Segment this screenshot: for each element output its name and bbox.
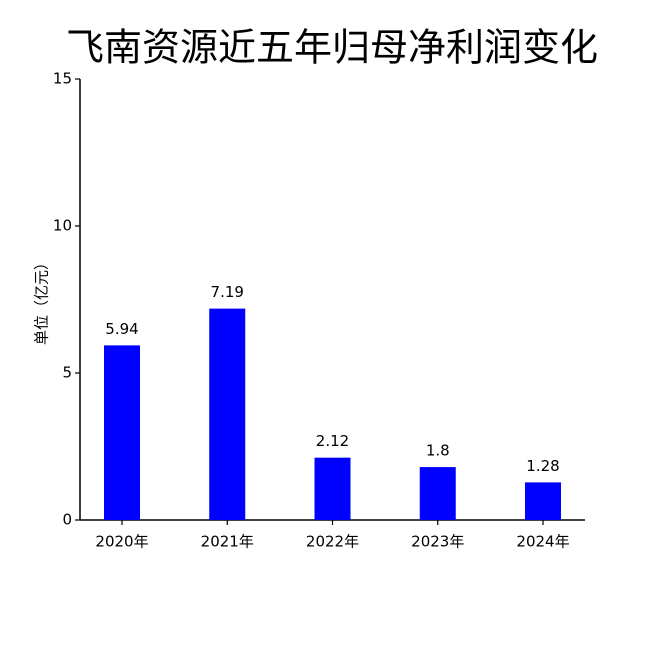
chart-title: 飞南资源近五年归母净利润变化 xyxy=(66,26,598,70)
value-label: 7.19 xyxy=(211,283,244,301)
x-tick-label: 2021年 xyxy=(201,533,254,551)
x-tick-label: 2023年 xyxy=(411,533,464,551)
x-tick-label: 2024年 xyxy=(516,533,569,551)
y-tick-label: 15 xyxy=(53,70,72,88)
y-tick-label: 5 xyxy=(62,364,72,382)
y-tick-label: 10 xyxy=(53,217,72,235)
bar xyxy=(314,457,351,520)
value-label: 2.12 xyxy=(316,432,349,450)
value-label: 1.8 xyxy=(426,442,450,460)
y-axis-label: 单位（亿元） xyxy=(33,255,51,345)
y-tick-label: 0 xyxy=(62,511,72,529)
bar xyxy=(209,308,246,520)
value-label: 1.28 xyxy=(526,457,559,475)
value-label: 5.94 xyxy=(105,320,138,338)
x-tick-label: 2020年 xyxy=(95,533,148,551)
bar xyxy=(419,467,456,520)
x-tick-label: 2022年 xyxy=(306,533,359,551)
bar xyxy=(525,482,561,520)
bar xyxy=(104,345,140,520)
